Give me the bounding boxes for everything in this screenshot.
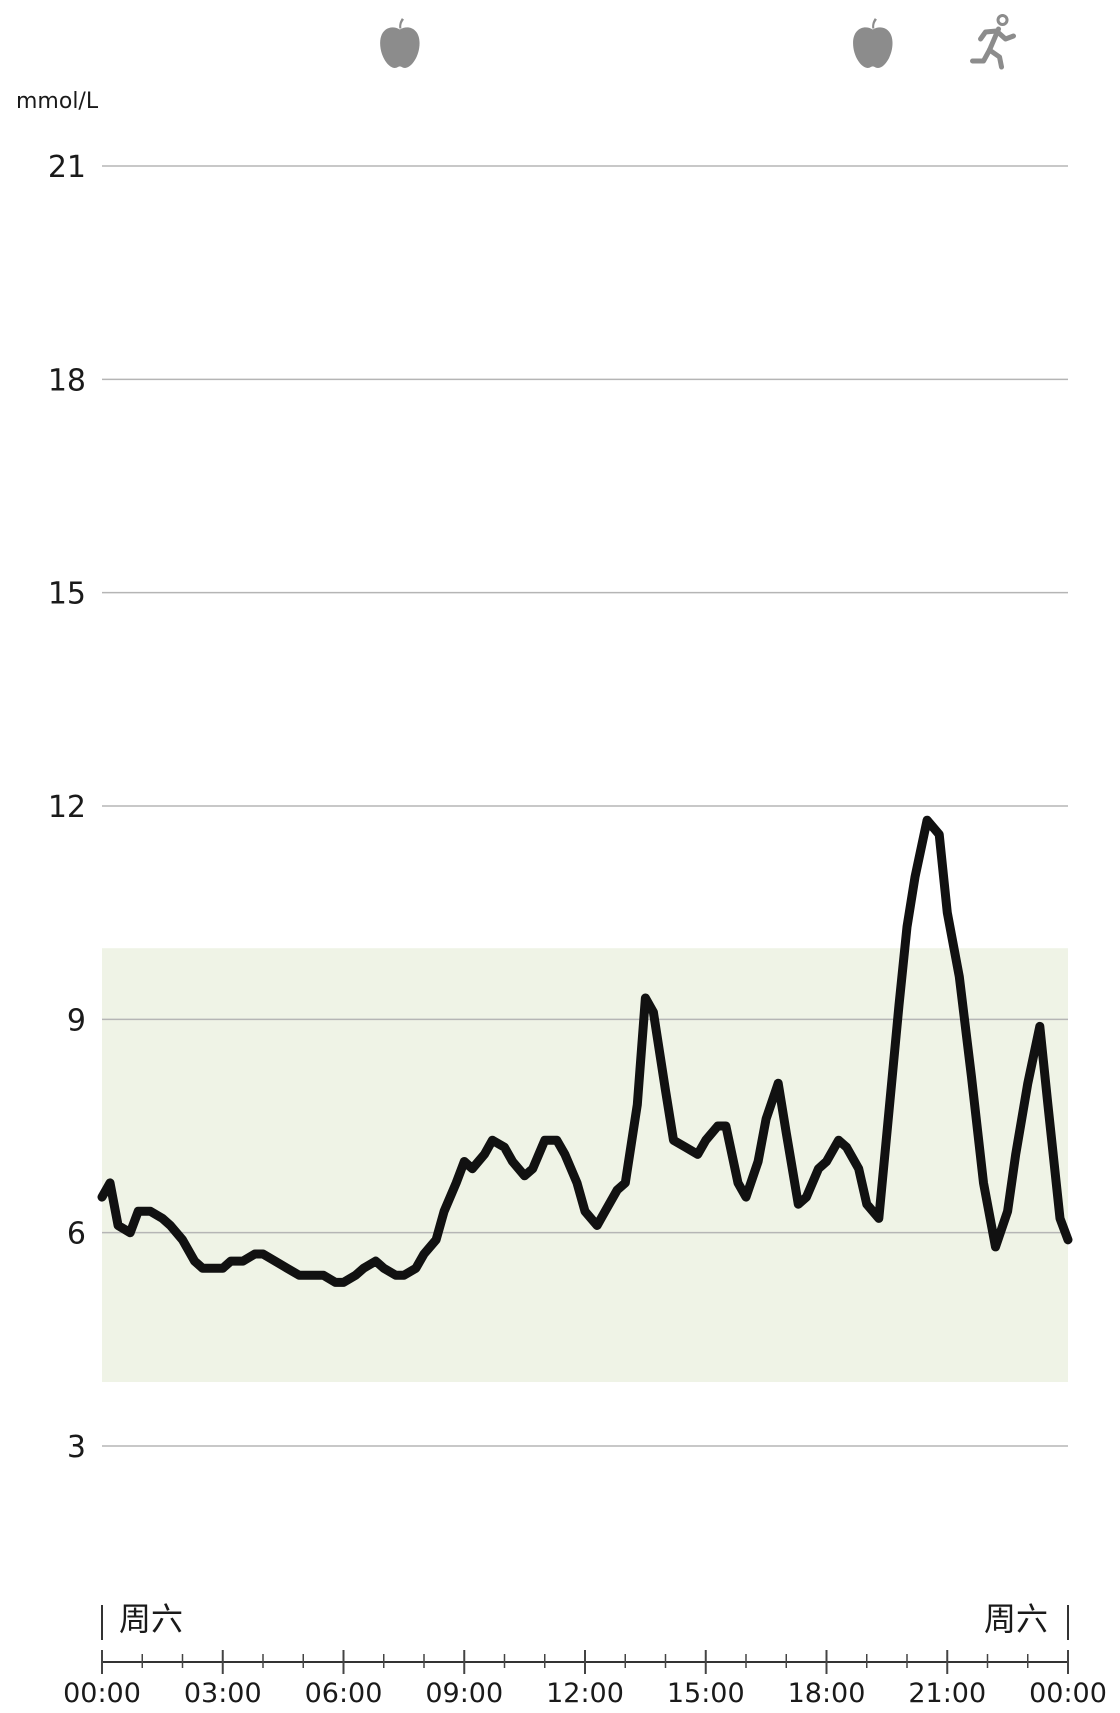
y-tick-label: 12 — [48, 790, 86, 825]
x-tick-label: 18:00 — [788, 1678, 866, 1709]
y-tick-labels: 21 18 15 12 9 6 3 — [48, 150, 86, 1465]
y-tick-label: 21 — [48, 150, 86, 185]
target-range-band — [102, 948, 1068, 1382]
y-tick-label: 6 — [67, 1217, 86, 1252]
day-label-end: 周六 — [984, 1600, 1048, 1638]
running-icon — [970, 14, 1017, 70]
y-tick-label: 9 — [67, 1003, 86, 1038]
glucose-series-line — [97, 815, 1073, 1287]
x-tick-label: 12:00 — [546, 1678, 624, 1709]
x-tick-label: 00:00 — [1029, 1678, 1107, 1709]
x-tick-labels: 00:00 03:00 06:00 09:00 12:00 15:00 18:00 21:00… — [63, 1678, 1107, 1709]
apple-icon — [853, 18, 893, 68]
y-axis-unit-label: mmol/L — [16, 89, 99, 114]
y-tick-label: 15 — [48, 577, 86, 612]
apple-icon — [380, 18, 420, 68]
x-axis — [101, 1650, 1069, 1674]
x-tick-label: 21:00 — [908, 1678, 986, 1709]
y-tick-label: 3 — [67, 1430, 86, 1465]
x-tick-label: 00:00 — [63, 1678, 141, 1709]
y-grid — [102, 165, 1068, 1447]
day-label-start: 周六 — [119, 1600, 183, 1638]
x-tick-label: 03:00 — [184, 1678, 262, 1709]
x-tick-label: 06:00 — [305, 1678, 383, 1709]
x-tick-label: 09:00 — [425, 1678, 503, 1709]
event-markers — [380, 14, 1017, 70]
y-tick-label: 18 — [48, 363, 86, 398]
x-tick-label: 15:00 — [667, 1678, 745, 1709]
